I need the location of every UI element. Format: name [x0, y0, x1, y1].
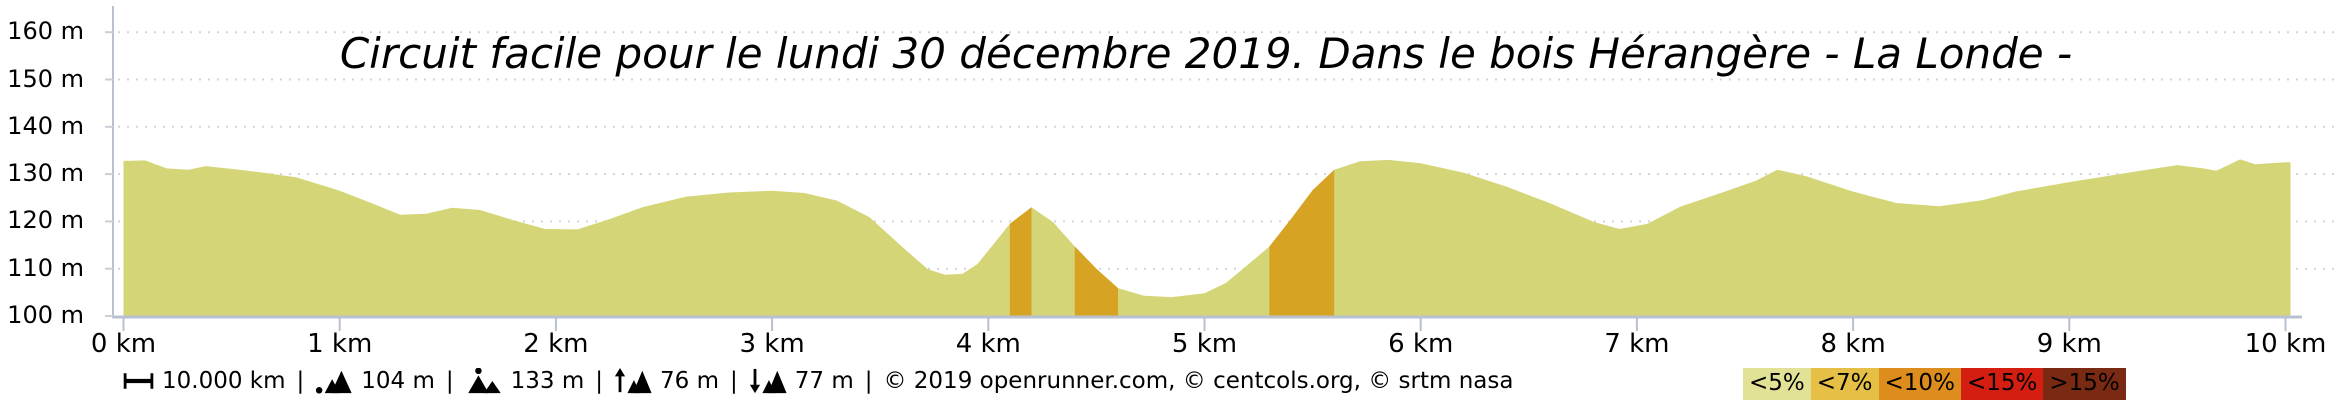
y-axis-label: 160 m [7, 17, 84, 46]
chart-title: Circuit facile pour le lundi 30 décembre… [339, 29, 2073, 78]
y-axis-label: 110 m [7, 253, 84, 282]
stat-distance: 10.000 km [123, 368, 286, 394]
distance-icon [123, 373, 154, 389]
legend-swatch: <5% [1743, 368, 1811, 400]
stat-min-elevation-value: 104 m [361, 368, 435, 394]
stat-distance-value: 10.000 km [162, 368, 286, 394]
legend-swatch: <7% [1810, 368, 1879, 400]
y-axis-label: 150 m [7, 64, 84, 93]
x-axis-label: 6 km [1388, 329, 1454, 359]
x-axis-label: 7 km [1604, 329, 1670, 359]
stat-min-elevation: 104 m [315, 368, 435, 394]
elevation-area [123, 159, 2291, 316]
x-axis-label: 1 km [307, 329, 373, 359]
max-elevation-icon [467, 368, 501, 394]
x-axis-label: 0 km [90, 329, 157, 359]
stat-max-elevation: 133 m [465, 368, 585, 394]
legend-swatch: <15% [1960, 368, 2044, 400]
x-axis-label: 10 km [2244, 329, 2327, 359]
y-axis-label: 100 m [7, 301, 84, 329]
separator: | [445, 368, 454, 394]
min-elevation-icon [316, 370, 352, 394]
separator: | [864, 368, 873, 394]
x-axis-label: 8 km [1820, 329, 1886, 359]
x-axis-label: 4 km [955, 329, 1021, 359]
x-axis-label: 3 km [739, 329, 805, 359]
y-axis-label: 130 m [7, 159, 84, 188]
x-axis-label: 9 km [2036, 329, 2102, 359]
grade-legend: <5% <7% <10% <15% >15% [1743, 368, 2126, 400]
route-stats-bar: 10.000 km | 104 m | 133 m | 76 m | [123, 363, 1513, 399]
separator: | [730, 368, 738, 394]
stat-total-ascent: 76 m [614, 368, 719, 394]
stat-max-elevation-value: 133 m [510, 368, 585, 394]
legend-swatch: >15% [2043, 368, 2126, 400]
stat-total-descent: 77 m [749, 368, 854, 394]
stat-total-descent-value: 77 m [794, 368, 854, 394]
steep-grade-segment [1009, 207, 1032, 316]
copyright-text: © 2019 openrunner.com, © centcols.org, ©… [883, 368, 1514, 394]
legend-swatch: <10% [1878, 368, 1961, 400]
x-axis-label: 2 km [523, 329, 589, 359]
y-axis-label: 120 m [7, 206, 84, 235]
steep-grade-segment [1269, 169, 1335, 316]
separator: | [296, 368, 305, 394]
x-axis-label: 5 km [1171, 329, 1238, 359]
steep-grade-segment [1074, 246, 1118, 316]
total-ascent-icon [614, 368, 652, 394]
y-axis-label: 140 m [7, 111, 84, 140]
total-descent-icon [749, 368, 787, 394]
separator: | [595, 368, 604, 394]
stat-total-ascent-value: 76 m [660, 368, 719, 394]
